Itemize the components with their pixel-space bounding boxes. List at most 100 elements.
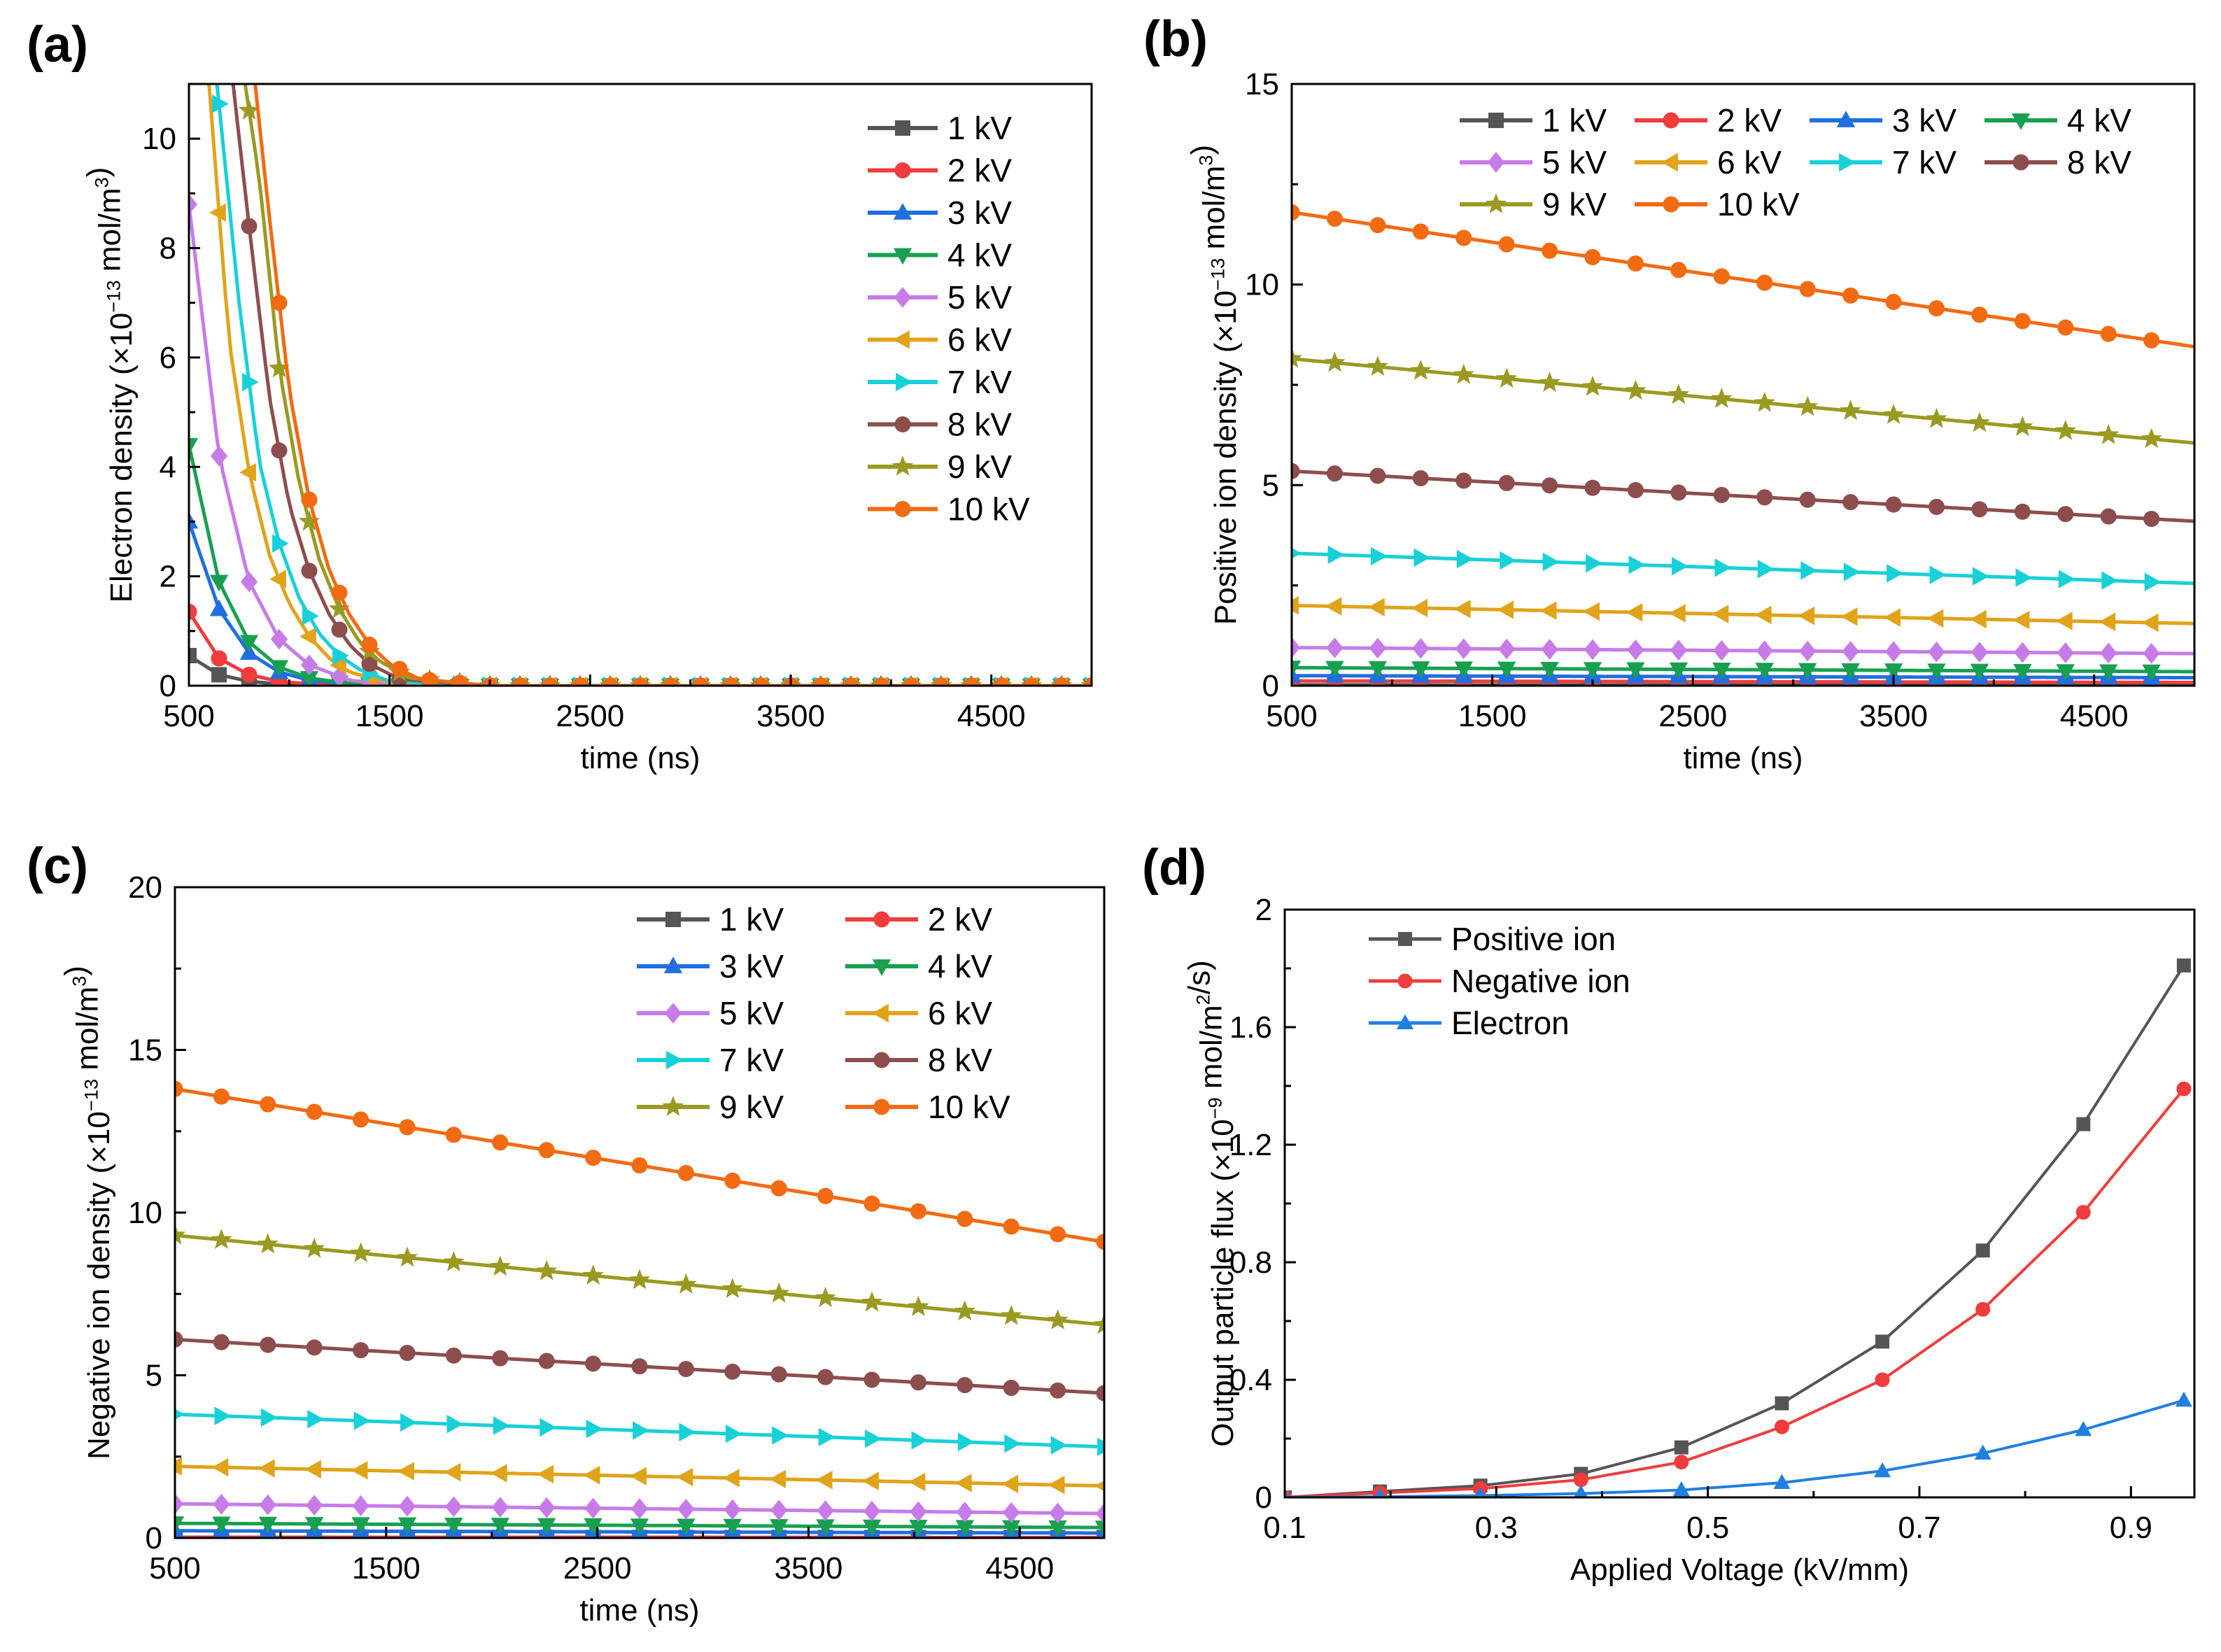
data-point xyxy=(861,1291,883,1312)
data-point xyxy=(1574,1485,1588,1497)
data-point xyxy=(421,672,438,686)
data-point xyxy=(272,534,289,553)
legend-item-9-kv: 9 kV xyxy=(637,1089,784,1125)
data-point xyxy=(1050,1436,1068,1455)
legend-item-3-kv: 3 kV xyxy=(868,195,1012,231)
legend-item-8-kv: 8 kV xyxy=(1984,144,2131,181)
data-point xyxy=(512,677,528,686)
data-point xyxy=(1928,641,1945,663)
series-line-6-kv xyxy=(207,84,1092,686)
data-point xyxy=(1412,223,1429,240)
y-tick-label: 2 xyxy=(160,560,176,594)
data-point xyxy=(1096,1385,1104,1402)
data-point xyxy=(540,1418,556,1437)
data-point xyxy=(2014,503,2031,520)
data-point xyxy=(2176,1081,2192,1096)
legend-label: 5 kV xyxy=(947,279,1012,316)
data-point xyxy=(1498,638,1516,660)
data-point xyxy=(933,677,950,686)
data-point xyxy=(1496,367,1518,388)
data-point xyxy=(2143,332,2160,348)
legend-item-7-kv: 7 kV xyxy=(1810,144,1956,181)
x-tick-label: 3500 xyxy=(756,699,825,733)
data-point xyxy=(400,1413,417,1432)
data-point xyxy=(241,218,258,234)
data-point xyxy=(2144,572,2162,591)
data-point xyxy=(1584,479,1601,496)
data-point xyxy=(298,510,320,531)
legend-item-2-kv: 2 kV xyxy=(868,153,1012,189)
series-line-positive-ion xyxy=(1285,964,2185,1497)
data-point xyxy=(301,491,318,508)
legend-label: 7 kV xyxy=(1892,144,1956,181)
data-point xyxy=(189,511,199,529)
data-point xyxy=(2141,428,2162,449)
data-point xyxy=(2075,1420,2092,1436)
data-point xyxy=(1096,1234,1104,1250)
y-tick-label: 0 xyxy=(1255,1481,1272,1515)
data-point xyxy=(1410,360,1432,380)
x-axis-label: time (ns) xyxy=(580,741,700,775)
data-point xyxy=(189,194,198,215)
data-point xyxy=(1887,564,1903,583)
data-point xyxy=(1454,661,1473,679)
legend-item-4-kv: 4 kV xyxy=(868,237,1012,274)
data-point xyxy=(1875,1372,1890,1388)
series-5-kv xyxy=(1292,637,2194,664)
legend-item-8-kv: 8 kV xyxy=(868,407,1012,443)
data-point xyxy=(304,1237,325,1258)
panel-label-d: (d) xyxy=(1142,840,1206,896)
legend-label: Electron xyxy=(1451,1005,1570,1041)
data-point xyxy=(1093,1313,1104,1334)
x-tick-label: 1500 xyxy=(352,1551,421,1586)
legend-item-6-kv: 6 kV xyxy=(845,995,992,1031)
plot-frame xyxy=(188,83,1093,687)
data-point xyxy=(2012,611,2030,630)
markers-7-kv xyxy=(1292,545,2162,591)
x-tick-label: 3500 xyxy=(775,1551,843,1586)
legend-label: 4 kV xyxy=(928,948,992,984)
data-point xyxy=(1327,545,1345,565)
series-line-2-kv xyxy=(1292,679,2194,684)
x-tick-label: 1500 xyxy=(355,699,424,733)
data-point xyxy=(2015,568,2033,587)
data-point xyxy=(445,1347,462,1364)
legend-item-3-kv: 3 kV xyxy=(1810,102,1956,139)
data-point xyxy=(957,1210,973,1227)
data-point xyxy=(910,1374,926,1391)
data-point xyxy=(2013,663,2032,681)
legend-marker xyxy=(1839,153,1856,172)
legend-marker xyxy=(873,1052,890,1068)
data-point xyxy=(260,1336,276,1353)
x-axis: 500 1500 2500 3500 4500 time (ns) xyxy=(1266,675,2129,775)
y-axis: 0 5 10 15 20 Negative ion density (×10−13 mol… xyxy=(59,870,186,1555)
data-point xyxy=(1049,1502,1066,1524)
data-point xyxy=(1540,661,1559,679)
data-point xyxy=(676,1467,693,1487)
legend-label: 2 kV xyxy=(1717,102,1782,139)
data-point xyxy=(1326,637,1344,658)
legend-item-5-kv: 5 kV xyxy=(637,995,784,1031)
data-point xyxy=(536,1259,558,1280)
data-point xyxy=(963,677,980,686)
data-point xyxy=(451,675,468,686)
data-point xyxy=(493,1416,510,1435)
data-point xyxy=(1292,596,1299,615)
legend-item-10-kv: 10 kV xyxy=(1635,186,1800,223)
data-point xyxy=(724,1172,741,1189)
legend-marker xyxy=(1488,113,1504,128)
data-point xyxy=(1001,1304,1022,1325)
data-point xyxy=(491,1518,509,1534)
data-point xyxy=(1971,501,1988,518)
data-point xyxy=(772,1426,789,1445)
y-tick-label: 20 xyxy=(128,870,162,905)
legend-marker xyxy=(1398,932,1412,946)
data-point xyxy=(270,628,288,650)
series-4-kv xyxy=(1292,661,2194,682)
legend-item-8-kv: 8 kV xyxy=(845,1042,992,1078)
data-point xyxy=(1048,1520,1067,1537)
series-4-kv xyxy=(175,1516,1104,1537)
y-tick-label: 8 xyxy=(160,232,176,266)
data-point xyxy=(1455,472,1472,489)
